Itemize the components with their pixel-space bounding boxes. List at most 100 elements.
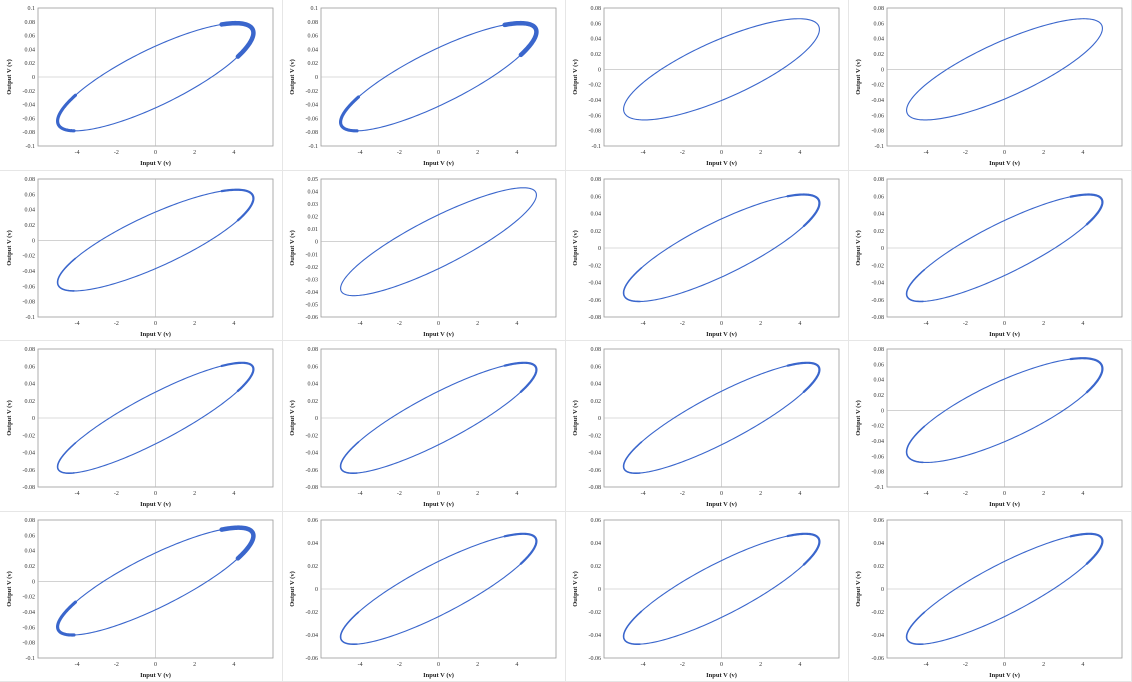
y-tick-label: 0 — [598, 67, 601, 73]
y-tick-label: 0.04 — [874, 378, 885, 384]
chart-panel: 0.08 0.06 0.04 0.02 0 -0.02 -0.04 -0.06 -0.08 -0.… — [566, 0, 849, 171]
y-tick-label: -0.06 — [872, 113, 885, 119]
y-tick-label: -0.06 — [872, 297, 885, 303]
y-tick-label: -0.1 — [26, 656, 36, 662]
y-axis-label: Output V (v) — [855, 571, 862, 607]
y-tick-label: -0.06 — [589, 656, 602, 662]
x-axis-label: Input V (v) — [706, 501, 737, 508]
y-tick-label: 0.05 — [308, 177, 319, 183]
y-tick-label: 0.06 — [874, 21, 885, 27]
x-tick-label: 2 — [1042, 321, 1045, 327]
x-tick-label: 0 — [1003, 150, 1006, 156]
x-tick-label: 0 — [437, 150, 440, 156]
x-tick-label: -4 — [641, 321, 646, 327]
y-tick-label: -0.02 — [872, 424, 885, 430]
y-tick-label: -0.02 — [589, 83, 602, 89]
y-tick-label: -0.08 — [23, 640, 36, 646]
y-tick-label: 0.06 — [308, 34, 319, 40]
x-axis-label: Input V (v) — [989, 160, 1020, 167]
y-axis-label: Output V (v) — [289, 230, 296, 266]
y-tick-label: -0.04 — [589, 280, 602, 286]
x-tick-label: 2 — [759, 321, 762, 327]
y-tick-label: -0.08 — [23, 299, 36, 305]
x-tick-label: 0 — [1003, 662, 1006, 668]
y-tick-label: -0.04 — [306, 289, 319, 295]
x-tick-label: 0 — [154, 662, 157, 668]
chart-panel: 0.08 0.06 0.04 0.02 0 -0.02 -0.04 -0.06 -0.08 -0.… — [0, 511, 283, 682]
x-tick-label: -4 — [924, 150, 929, 156]
y-tick-label: 0.08 — [591, 347, 602, 353]
series-band-upper — [786, 532, 821, 566]
y-axis-label: Output V (v) — [6, 59, 13, 95]
y-tick-label: 0 — [32, 75, 35, 81]
x-tick-label: 0 — [720, 321, 723, 327]
y-tick-label: 0 — [315, 587, 318, 593]
chart-svg: 0.08 0.06 0.04 0.02 0 -0.02 -0.04 -0.06 -0.08 -0.… — [6, 177, 274, 338]
y-tick-label: -0.01 — [306, 252, 319, 258]
y-tick-label: 0.04 — [308, 47, 319, 53]
y-tick-label: 0.02 — [591, 52, 602, 58]
y-tick-label: -0.08 — [872, 129, 885, 135]
chart-svg: 0.05 0.04 0.03 0.02 0.01 0 -0.01 -0.02 -0.03 -0.0… — [289, 177, 557, 338]
x-axis-label: Input V (v) — [706, 672, 737, 679]
x-tick-label: 2 — [193, 491, 196, 497]
series-band-lower — [339, 441, 360, 474]
chart-svg: 0.08 0.06 0.04 0.02 0 -0.02 -0.04 -0.06 -0.08 -0.… — [855, 347, 1123, 508]
y-tick-label: 0.02 — [308, 214, 319, 220]
y-tick-label: 0.06 — [308, 518, 319, 524]
y-tick-label: 0.04 — [874, 541, 885, 547]
x-tick-label: 2 — [193, 321, 196, 327]
x-tick-label: -2 — [114, 321, 119, 327]
y-tick-label: -0.08 — [872, 470, 885, 476]
x-tick-label: -2 — [680, 662, 685, 668]
y-tick-label: -0.06 — [872, 656, 885, 662]
x-tick-label: 2 — [1042, 150, 1045, 156]
y-tick-label: -0.08 — [589, 315, 602, 321]
y-tick-label: -0.04 — [23, 610, 36, 616]
chart-panel: 0.1 0.08 0.06 0.04 0.02 0 -0.02 -0.04 -0.06 -0.08… — [0, 0, 283, 171]
y-tick-label: -0.06 — [23, 284, 36, 290]
x-tick-label: -4 — [75, 150, 80, 156]
y-tick-label: -0.02 — [23, 253, 36, 259]
x-tick-label: -2 — [397, 321, 402, 327]
y-tick-label: 0.06 — [25, 34, 36, 40]
y-tick-label: -0.02 — [306, 89, 319, 95]
y-tick-label: -0.08 — [306, 130, 319, 136]
y-tick-label: -0.06 — [23, 116, 36, 122]
x-axis-label: Input V (v) — [989, 331, 1020, 338]
y-tick-label: 0 — [598, 416, 601, 422]
series-band-lower — [905, 268, 926, 302]
y-tick-label: 0.04 — [25, 207, 36, 213]
x-tick-label: 4 — [515, 150, 518, 156]
series-band-lower — [339, 95, 360, 133]
y-axis-label: Output V (v) — [6, 571, 13, 607]
y-tick-label: 0.06 — [874, 518, 885, 524]
x-axis-label: Input V (v) — [423, 672, 454, 679]
y-tick-label: -0.06 — [589, 113, 602, 119]
y-axis-label: Output V (v) — [289, 59, 296, 95]
x-axis-label: Input V (v) — [140, 160, 171, 167]
y-tick-label: -0.06 — [306, 468, 319, 474]
series-band-lower — [56, 442, 77, 474]
y-tick-label: -0.02 — [589, 433, 602, 439]
y-tick-label: 0.08 — [25, 518, 36, 524]
y-tick-label: 0.08 — [308, 20, 319, 26]
x-tick-label: 0 — [154, 150, 157, 156]
y-axis-label: Output V (v) — [572, 571, 579, 607]
y-tick-label: 0 — [315, 239, 318, 245]
series-band-upper — [219, 524, 256, 561]
y-tick-label: -0.04 — [589, 451, 602, 457]
y-tick-label: -0.06 — [23, 468, 36, 474]
y-tick-label: 0.06 — [25, 192, 36, 198]
x-tick-label: 2 — [1042, 662, 1045, 668]
y-tick-label: 0 — [881, 246, 884, 252]
x-tick-label: -2 — [114, 491, 119, 497]
x-tick-label: -2 — [397, 662, 402, 668]
y-tick-label: -0.08 — [589, 485, 602, 491]
x-tick-label: -4 — [75, 662, 80, 668]
y-axis-label: Output V (v) — [855, 400, 862, 436]
y-tick-label: -0.04 — [23, 451, 36, 457]
y-tick-label: -0.08 — [23, 485, 36, 491]
x-tick-label: 2 — [476, 491, 479, 497]
